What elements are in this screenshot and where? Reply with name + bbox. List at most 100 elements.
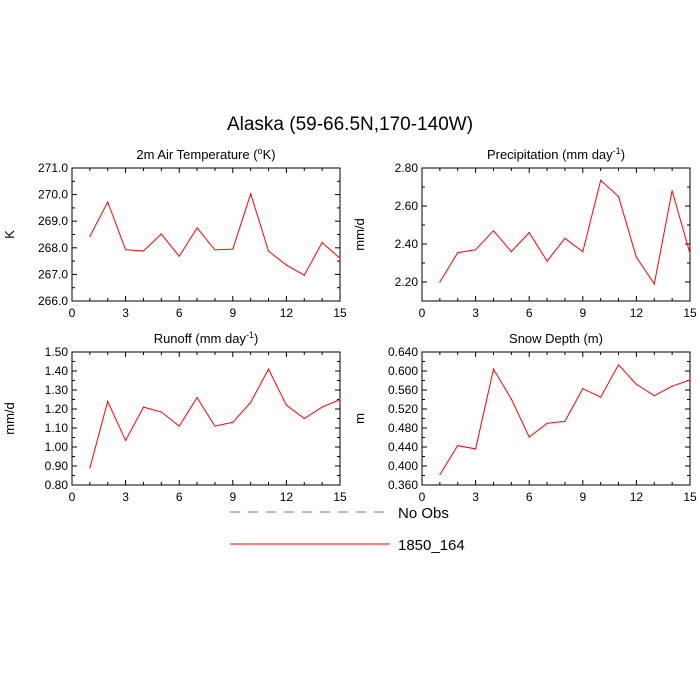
panel-title-superscript: o	[258, 146, 263, 156]
plot-frame	[71, 351, 341, 486]
data-point	[617, 364, 620, 366]
x-tick-label: 3	[122, 490, 129, 504]
x-tick-label: 3	[472, 490, 479, 504]
panel-title-text: Precipitation (mm day	[487, 147, 613, 162]
panel-title-superscript: -1	[246, 330, 254, 340]
data-point	[510, 398, 512, 400]
x-tick-label: 12	[630, 306, 644, 320]
data-point	[439, 281, 441, 283]
y-tick-label: 0.400	[388, 459, 418, 473]
data-point	[582, 251, 584, 253]
data-point	[214, 249, 216, 251]
panel-title: 2m Air Temperature (oK)	[136, 146, 275, 162]
data-point	[564, 237, 566, 239]
panel-title-tail: )	[254, 331, 258, 346]
data-point	[475, 448, 477, 450]
data-point	[250, 401, 252, 403]
x-tick-label: 9	[579, 490, 586, 504]
data-point	[653, 395, 655, 397]
data-point	[267, 250, 270, 252]
panel-title-text: Snow Depth (m)	[509, 331, 603, 346]
data-point	[125, 439, 127, 441]
panel-title-tail: )	[621, 147, 625, 162]
data-point	[303, 274, 305, 276]
panel-title-superscript: -1	[613, 146, 621, 156]
data-point	[107, 400, 109, 402]
data-point	[89, 235, 91, 237]
y-tick-label: 2.80	[395, 161, 419, 175]
data-point	[89, 467, 91, 469]
y-axis-label: m	[352, 413, 367, 424]
y-tick-label: 0.440	[388, 440, 418, 454]
data-point	[321, 406, 323, 408]
data-point	[285, 404, 287, 406]
legend: No Obs 1850_164	[230, 505, 465, 554]
data-point	[142, 406, 145, 408]
y-tick-label: 0.560	[388, 383, 418, 397]
y-tick-label: 2.60	[395, 199, 419, 213]
x-tick-label: 15	[683, 490, 697, 504]
x-tick-label: 6	[526, 490, 533, 504]
x-tick-label: 3	[472, 306, 479, 320]
y-tick-label: 267.0	[38, 267, 68, 281]
x-tick-label: 9	[579, 306, 586, 320]
panel-title-text: 2m Air Temperature (	[136, 147, 258, 162]
data-point	[267, 368, 270, 370]
x-tick-label: 12	[630, 490, 644, 504]
y-tick-label: 0.640	[388, 345, 418, 359]
data-point	[160, 233, 162, 235]
panel-title: Runoff (mm day-1)	[154, 330, 259, 346]
data-point	[457, 251, 459, 254]
panel-0: 2m Air Temperature (oK) K 0 3 6 9 12 15 266.0 267…	[2, 146, 347, 320]
x-tick-label: 12	[280, 306, 294, 320]
panel-title-tail: K)	[263, 147, 276, 162]
data-point	[564, 420, 566, 422]
series-line-0	[439, 179, 691, 286]
y-tick-label: 0.360	[388, 478, 418, 492]
panel-3: Snow Depth (m) m 0 3 6 9 12 15 0.360 0.400 0.440 0.…	[352, 331, 697, 504]
y-tick-label: 0.480	[388, 421, 418, 435]
data-point	[125, 249, 127, 251]
panel-2: Runoff (mm day-1) mm/d 0 3 6 9 12 15 0.80 0.90 1.0…	[2, 330, 347, 504]
plot-frame	[421, 351, 691, 486]
data-point	[339, 257, 341, 260]
y-tick-label: 2.20	[395, 275, 419, 289]
panel-1: Precipitation (mm day-1) mm/d 0 3 6 9 12 15 2.20…	[352, 146, 697, 320]
data-point	[107, 201, 109, 203]
plot-frame	[71, 167, 341, 302]
data-point	[339, 398, 341, 401]
y-tick-label: 0.600	[388, 364, 418, 378]
plot-frame	[421, 167, 691, 302]
data-point	[285, 264, 287, 266]
x-tick-label: 9	[229, 306, 236, 320]
data-point	[653, 283, 655, 285]
data-point	[214, 425, 216, 427]
y-tick-label: 1.30	[45, 383, 69, 397]
data-point	[303, 417, 305, 420]
data-point	[528, 232, 530, 234]
data-point	[689, 252, 691, 255]
x-tick-label: 9	[229, 490, 236, 504]
y-axis-label: mm/d	[2, 402, 17, 435]
data-point	[250, 193, 252, 195]
data-point	[178, 425, 180, 427]
panel-title: Snow Depth (m)	[509, 331, 603, 346]
y-tick-label: 270.0	[38, 188, 68, 202]
data-point	[635, 383, 638, 385]
data-point	[232, 421, 234, 423]
x-tick-label: 0	[69, 306, 76, 320]
y-tick-label: 0.520	[388, 402, 418, 416]
data-point	[492, 368, 495, 370]
series-line-0	[439, 363, 691, 475]
y-axis-label: mm/d	[352, 218, 367, 251]
y-tick-label: 1.40	[45, 364, 69, 378]
figure-title: Alaska (59-66.5N,170-140W)	[227, 114, 473, 135]
data-point	[635, 256, 638, 258]
data-point	[528, 436, 530, 438]
panel-title-text: Runoff (mm day	[154, 331, 247, 346]
data-point	[196, 227, 198, 229]
data-point	[160, 411, 162, 413]
data-point	[546, 422, 548, 424]
data-point	[546, 260, 548, 262]
